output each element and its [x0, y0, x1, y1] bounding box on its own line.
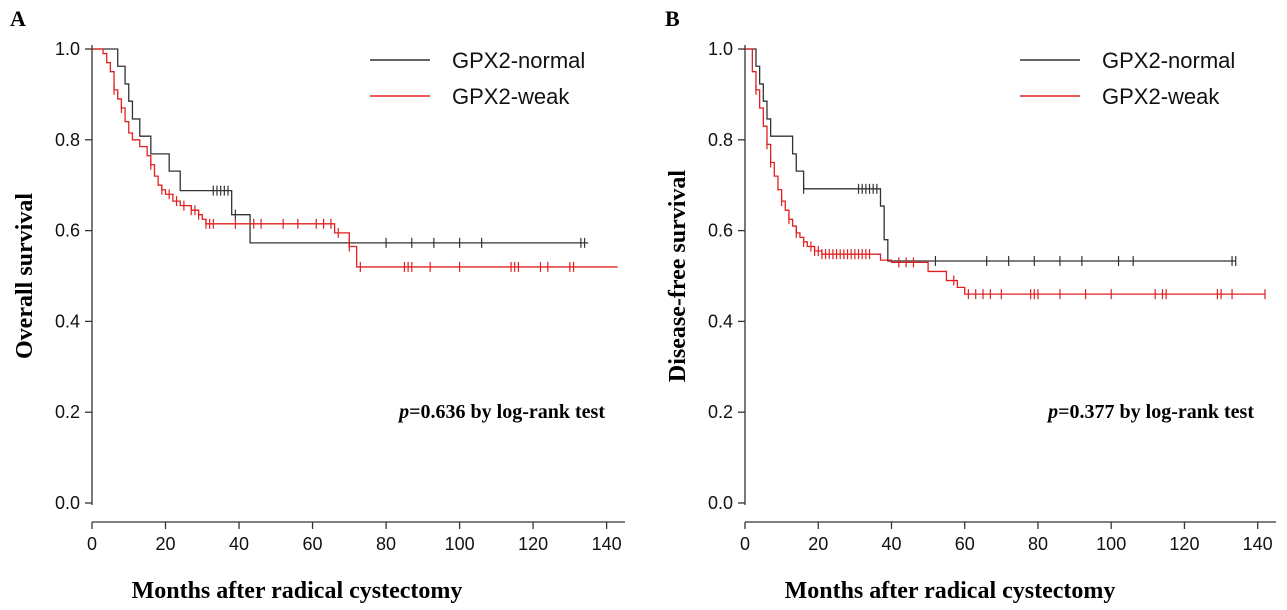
legend: GPX2-normal GPX2-weak	[1020, 48, 1235, 109]
axes: 0.0 0.2 0.4 0.6 0.8 1.0 0 20 40 60 80 100 120 140	[708, 39, 1276, 554]
x-axis-title: Months after radical cystectomy	[132, 578, 463, 604]
y-tick-label: 0.0	[708, 493, 733, 513]
x-tick-label: 140	[592, 534, 622, 554]
panel-a: A Months after radical cystectomy Overal…	[10, 6, 625, 604]
x-tick-label: 80	[376, 534, 396, 554]
survival-step-line	[92, 48, 589, 244]
legend: GPX2-normal GPX2-weak	[370, 48, 585, 109]
legend-label: GPX2-weak	[1102, 84, 1220, 109]
series-gpx2-weak	[92, 48, 618, 272]
panel-b: B Months after radical cystectomy Diseas…	[665, 6, 1276, 604]
x-tick-label: 20	[156, 534, 176, 554]
y-axis-title: Overall survival	[12, 193, 38, 359]
survival-step-line	[745, 48, 1236, 262]
p-value-text: =0.377 by log-rank test	[1058, 401, 1254, 423]
panel-label: B	[665, 6, 680, 31]
x-tick-label: 40	[881, 534, 901, 554]
axes: 0.0 0.2 0.4 0.6 0.8 1.0 0 20 40 60 80 100 120 140	[55, 39, 625, 554]
x-tick-label: 120	[518, 534, 548, 554]
x-tick-label: 0	[87, 534, 97, 554]
x-tick-label: 80	[1028, 534, 1048, 554]
legend-label: GPX2-normal	[452, 48, 585, 73]
x-tick-label: 0	[740, 534, 750, 554]
y-tick-label: 0.4	[708, 311, 733, 331]
y-tick-label: 0.6	[708, 221, 733, 241]
x-tick-label: 60	[955, 534, 975, 554]
panel-label: A	[10, 6, 26, 31]
x-tick-label: 120	[1169, 534, 1199, 554]
series-gpx2-weak	[745, 48, 1266, 300]
x-axis-title: Months after radical cystectomy	[785, 578, 1116, 604]
x-tick-label: 100	[445, 534, 475, 554]
y-tick-label: 1.0	[708, 39, 733, 59]
survival-step-line	[745, 48, 1266, 295]
y-tick-label: 0.2	[708, 402, 733, 422]
series-gpx2-normal	[745, 48, 1237, 267]
p-value-text: =0.636 by log-rank test	[409, 401, 605, 423]
y-tick-label: 0.8	[55, 130, 80, 150]
x-tick-label: 40	[229, 534, 249, 554]
y-tick-label: 0.4	[55, 311, 80, 331]
y-tick-label: 1.0	[55, 39, 80, 59]
p-value-annotation: p=0.636 by log-rank test	[397, 401, 605, 423]
x-tick-label: 140	[1243, 534, 1273, 554]
y-axis-title: Disease-free survival	[665, 170, 691, 383]
y-tick-label: 0.0	[55, 493, 80, 513]
p-symbol: p	[1046, 401, 1058, 423]
x-tick-label: 60	[303, 534, 323, 554]
series-gpx2-normal	[92, 48, 589, 248]
y-tick-label: 0.8	[708, 130, 733, 150]
x-tick-label: 20	[808, 534, 828, 554]
x-tick-label: 100	[1096, 534, 1126, 554]
survival-curves	[745, 48, 1266, 300]
y-tick-label: 0.6	[55, 221, 80, 241]
p-symbol: p	[397, 401, 409, 423]
legend-label: GPX2-normal	[1102, 48, 1235, 73]
survival-curves	[92, 48, 618, 272]
y-tick-label: 0.2	[55, 402, 80, 422]
legend-label: GPX2-weak	[452, 84, 570, 109]
survival-step-line	[92, 48, 618, 268]
p-value-annotation: p=0.377 by log-rank test	[1046, 401, 1254, 423]
